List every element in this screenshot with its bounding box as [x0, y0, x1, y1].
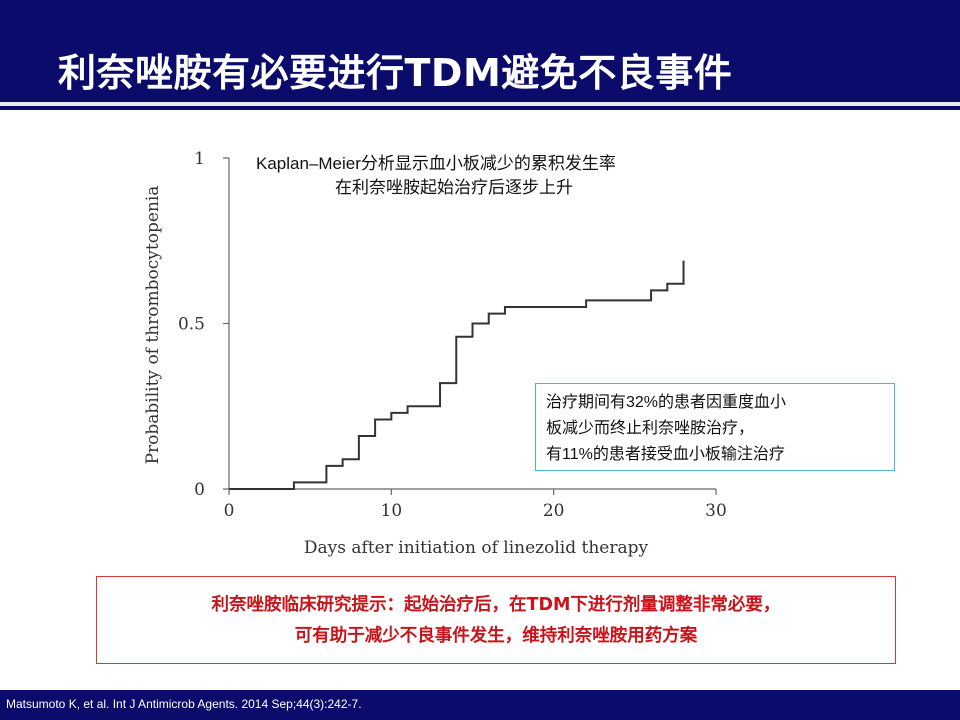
chart-title-line-1: Kaplan–Meier分析显示血小板减少的累积发生率 — [256, 154, 616, 173]
header-bar — [0, 0, 960, 110]
chart-ticks: 0 10 20 30 0 0.5 1 — [178, 149, 727, 521]
conclusion-line-1: 利奈唑胺临床研究提示：起始治疗后，在TDM下进行剂量调整非常必要， — [211, 595, 781, 615]
callout-line-3: 有11%的患者接受血小板输注治疗 — [546, 446, 785, 463]
footer-bar — [0, 690, 960, 720]
callout-box: 治疗期间有32%的患者因重度血小 板减少而终止利奈唑胺治疗， 有11%的患者接受… — [535, 383, 895, 471]
conclusion-line-2: 可有助于减少不良事件发生，维持利奈唑胺用药方案 — [294, 626, 698, 646]
slide-title: 利奈唑胺有必要进行TDM避免不良事件 — [58, 51, 733, 95]
y-tick-label: 1 — [194, 149, 205, 169]
callout-line-2: 板减少而终止利奈唑胺治疗， — [546, 420, 755, 437]
y-tick-label: 0 — [194, 480, 205, 500]
x-axis-label: Days after initiation of linezolid thera… — [304, 538, 649, 558]
header-divider — [0, 102, 960, 106]
x-tick-label: 10 — [381, 501, 403, 521]
y-axis-label: Probability of thrombocytopenia — [143, 186, 163, 465]
km-step-line — [229, 260, 685, 490]
chart-title-line-2: 在利奈唑胺起始治疗后逐步上升 — [335, 178, 573, 197]
x-tick-label: 0 — [224, 501, 235, 521]
chart-title: Kaplan–Meier分析显示血小板减少的累积发生率 在利奈唑胺起始治疗后逐步… — [256, 152, 726, 200]
callout-line-1: 治疗期间有32%的患者因重度血小 — [546, 394, 787, 411]
citation: Matsumoto K, et al. Int J Antimicrob Age… — [6, 697, 362, 711]
x-tick-label: 30 — [705, 501, 727, 521]
conclusion-box: 利奈唑胺临床研究提示：起始治疗后，在TDM下进行剂量调整非常必要， 可有助于减少… — [96, 576, 896, 664]
y-tick-label: 0.5 — [178, 315, 205, 335]
x-tick-label: 20 — [543, 501, 565, 521]
chart-series — [229, 260, 685, 490]
